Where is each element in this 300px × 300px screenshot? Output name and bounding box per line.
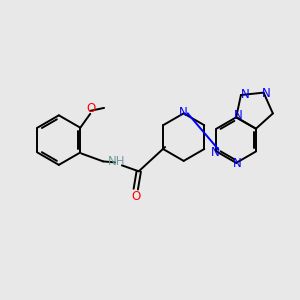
Text: N: N [179,106,188,119]
Text: NH: NH [108,155,126,168]
Text: N: N [241,88,249,100]
Text: N: N [262,87,271,100]
Text: O: O [87,102,96,116]
Text: N: N [234,109,243,122]
Text: N: N [211,146,220,159]
Text: N: N [233,158,242,170]
Text: O: O [131,190,140,202]
